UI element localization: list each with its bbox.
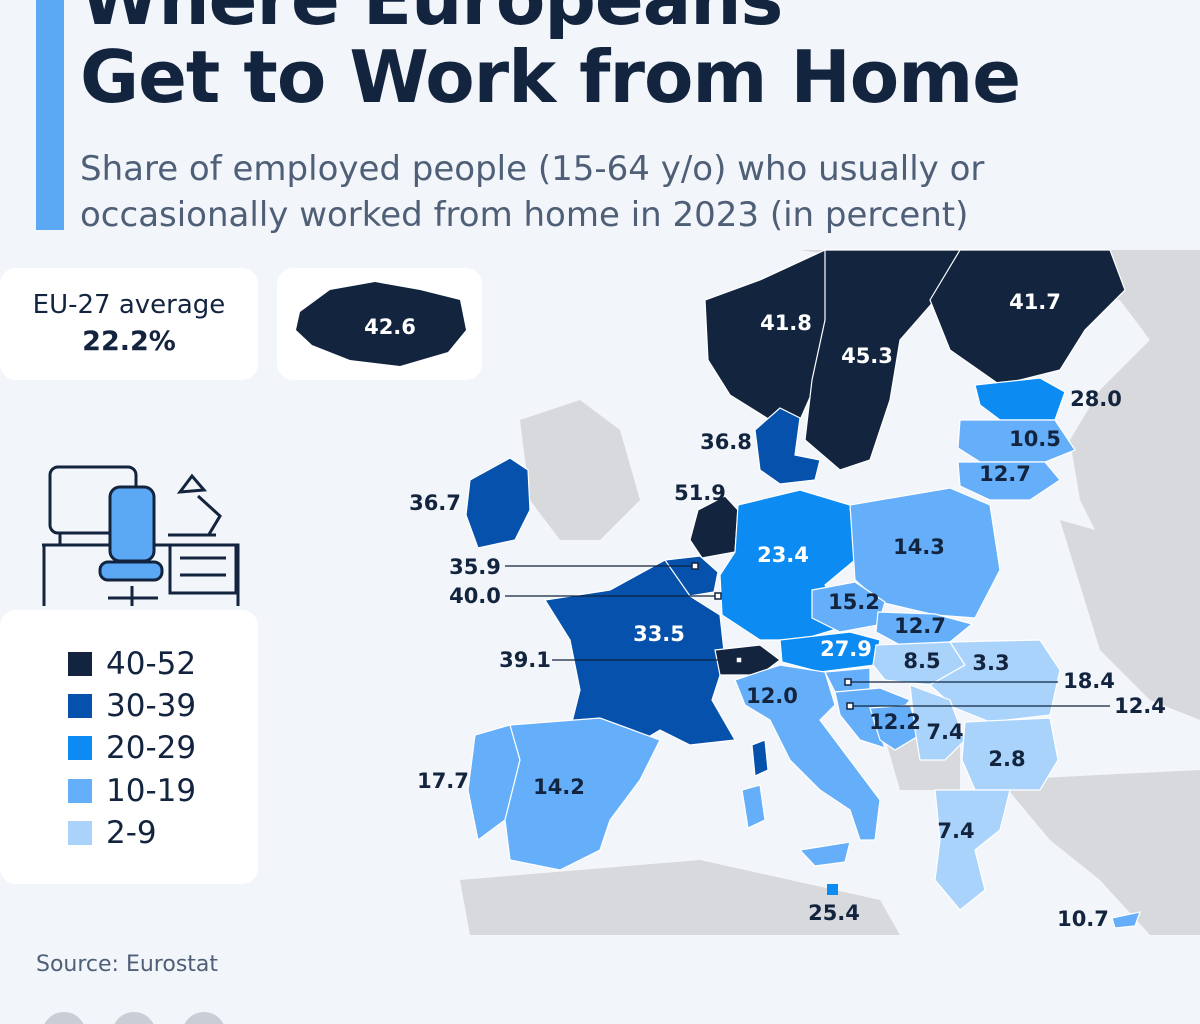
label-spain: 14.2	[533, 775, 585, 799]
label-slovenia: 18.4	[1063, 669, 1115, 693]
non-eu-land	[460, 250, 1200, 935]
title-line-2: Get to Work from Home	[80, 35, 1021, 119]
title-line-1: Where Europeans	[80, 0, 783, 41]
page-subtitle: Share of employed people (15-64 y/o) who…	[80, 149, 985, 235]
legend-item: 20-29	[68, 730, 197, 766]
legend-swatch	[68, 736, 92, 760]
label-norway: 41.8	[760, 311, 812, 335]
country-cyprus	[1111, 911, 1141, 929]
legend-label: 10-19	[106, 773, 197, 809]
label-czechia: 15.2	[828, 590, 880, 614]
country-netherlands	[689, 495, 739, 559]
legend-label: 20-29	[106, 730, 197, 766]
label-germany: 23.4	[757, 543, 809, 567]
footer-license-icons	[44, 1012, 224, 1024]
label-serbia: 7.4	[926, 720, 963, 744]
label-malta: 25.4	[808, 901, 860, 925]
legend-item: 10-19	[68, 773, 197, 809]
legend-item: 40-52	[68, 646, 197, 682]
country-switzerland	[714, 644, 781, 676]
legend-label: 40-52	[106, 646, 197, 682]
label-switzerland: 39.1	[499, 648, 551, 672]
label-romania: 3.3	[972, 651, 1009, 675]
label-finland: 41.7	[1009, 290, 1061, 314]
country-bulgaria	[961, 717, 1059, 791]
country-denmark	[754, 407, 821, 485]
license-icon-cc	[44, 1012, 84, 1024]
legend-label: 2-9	[106, 815, 157, 851]
label-lithuania: 12.7	[979, 462, 1031, 486]
country-iceland	[296, 282, 466, 366]
leader-lines	[505, 565, 1110, 707]
legend-label: 30-39	[106, 688, 197, 724]
license-icon-by	[114, 1012, 154, 1024]
label-croatia: 12.4	[1114, 694, 1166, 718]
office-chair-icon	[98, 485, 164, 582]
legend-item: 2-9	[68, 815, 157, 851]
label-hungary: 8.5	[903, 649, 940, 673]
country-estonia	[974, 377, 1066, 421]
label-ireland: 36.7	[409, 491, 461, 515]
country-sicily	[798, 841, 851, 867]
country-malta	[827, 884, 838, 895]
country-corsica	[751, 739, 769, 777]
eu-average-label: EU-27 average	[32, 290, 226, 320]
label-latvia: 10.5	[1009, 427, 1061, 451]
label-netherlands: 51.9	[674, 481, 726, 505]
label-poland: 14.3	[893, 535, 945, 559]
label-bosnia: 12.2	[869, 710, 921, 734]
legend-item: 30-39	[68, 688, 197, 724]
label-bulgaria: 2.8	[988, 747, 1025, 771]
label-cyprus: 10.7	[1057, 907, 1109, 931]
label-italy: 12.0	[746, 684, 798, 708]
license-icon-nd	[184, 1012, 224, 1024]
label-estonia: 28.0	[1070, 387, 1122, 411]
country-serbia	[909, 684, 966, 761]
country-finland	[929, 249, 1126, 386]
label-luxembourg: 40.0	[449, 584, 501, 608]
title-accent-bar	[36, 0, 64, 230]
legend-swatch	[68, 821, 92, 845]
label-denmark: 36.8	[700, 430, 752, 454]
label-slovakia: 12.7	[894, 614, 946, 638]
country-greece	[934, 789, 1011, 911]
label-sweden: 45.3	[841, 344, 893, 368]
country-ireland	[465, 457, 531, 549]
label-france: 33.5	[633, 622, 685, 646]
eu-countries	[465, 249, 1141, 929]
country-lithuania	[957, 461, 1061, 501]
country-sardinia	[741, 784, 766, 829]
legend-swatch	[68, 652, 92, 676]
label-austria: 27.9	[820, 637, 872, 661]
country-spain	[504, 717, 661, 871]
label-iceland: 42.6	[364, 315, 416, 339]
label-belgium: 35.9	[449, 555, 501, 579]
legend-card: 40-52 30-39 20-29 10-19 2-9	[0, 610, 258, 884]
small-country-markers	[691, 562, 854, 710]
country-france	[544, 559, 736, 749]
eu-average-card: EU-27 average 22.2%	[0, 268, 258, 380]
label-portugal: 17.7	[417, 769, 469, 793]
eu-average-value: 22.2%	[82, 326, 176, 357]
country-italy	[734, 664, 881, 841]
country-value-labels: 42.6 41.8 45.3 41.7 28.0 10.5 12.7 36.8 …	[364, 290, 1166, 931]
source-note: Source: Eurostat	[36, 952, 219, 977]
label-greece: 7.4	[937, 819, 974, 843]
legend-swatch	[68, 779, 92, 803]
page-title: Where Europeans Get to Work from Home	[80, 0, 1021, 119]
legend-swatch	[68, 694, 92, 718]
